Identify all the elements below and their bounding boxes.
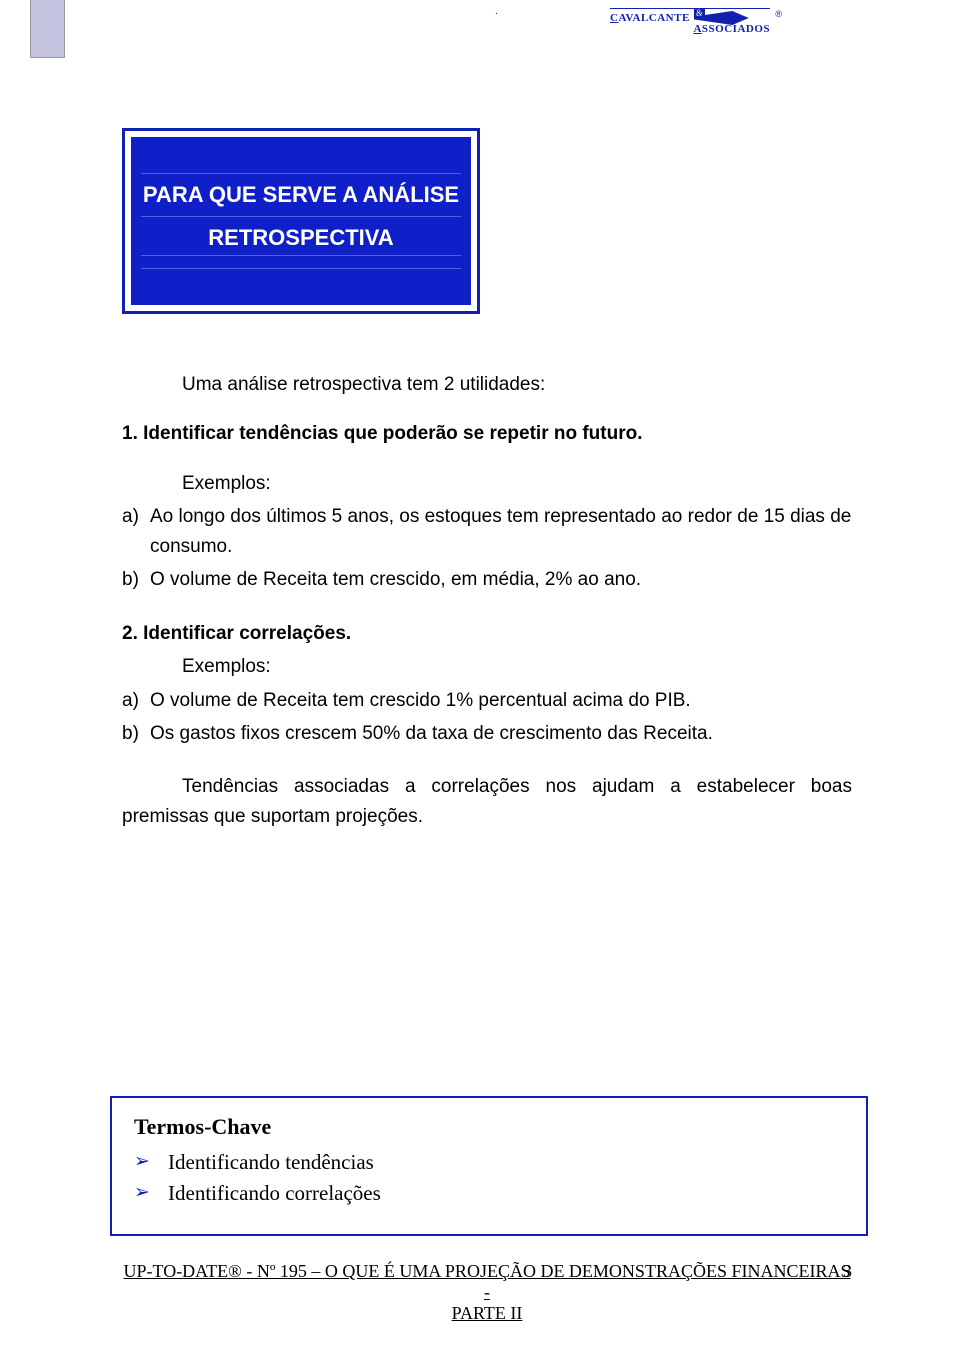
example-2a: a) O volume de Receita tem crescido 1% p… — [122, 686, 852, 715]
footer-line-1: UP-TO-DATE® - Nº 195 – O QUE É UMA PROJE… — [124, 1261, 851, 1302]
key-term-1-text: Identificando tendências — [168, 1150, 374, 1174]
key-terms-box: Termos-Chave ➢ Identificando tendências … — [110, 1096, 868, 1236]
arrow-icon: ➢ — [134, 1150, 150, 1173]
footer-line-2: PARTE II — [452, 1303, 523, 1323]
key-terms-title: Termos-Chave — [134, 1114, 844, 1140]
left-margin-bar — [30, 0, 65, 58]
heading-2: 2. Identificar correlações. — [122, 619, 852, 648]
example-1a-letter: a) — [122, 502, 139, 531]
heading-1-text: Identificar tendências que poderão se re… — [143, 423, 642, 444]
logo-registered-icon: ® — [775, 9, 782, 19]
title-line-2: RETROSPECTIVA — [208, 217, 393, 255]
title-inner: PARA QUE SERVE A ANÁLISE RETROSPECTIVA — [131, 137, 471, 305]
title-line-1: PARA QUE SERVE A ANÁLISE — [143, 174, 459, 216]
example-2b-letter: b) — [122, 719, 139, 748]
body-content: Uma análise retrospectiva tem 2 utilidad… — [122, 370, 852, 851]
example-1b-letter: b) — [122, 565, 139, 594]
heading-2-text: Identificar correlações. — [143, 623, 351, 644]
examples-label-2: Exemplos: — [122, 652, 852, 681]
arrow-icon: ➢ — [134, 1181, 150, 1204]
examples-label-1: Exemplos: — [122, 469, 852, 498]
heading-2-num: 2. — [122, 623, 138, 644]
key-term-2: ➢ Identificando correlações — [134, 1181, 844, 1206]
closing-text: Tendências associadas a correlações nos … — [122, 772, 852, 831]
brand-logo: CAVALCANTE & ® ASSOCIADOS — [610, 8, 770, 35]
example-1b: b) O volume de Receita tem crescido, em … — [122, 565, 852, 594]
example-1b-text: O volume de Receita tem crescido, em méd… — [150, 569, 641, 590]
key-term-1: ➢ Identificando tendências — [134, 1150, 844, 1175]
logo-top-rest: AVALCANTE — [618, 12, 689, 24]
key-term-2-text: Identificando correlações — [168, 1181, 381, 1205]
example-2b-text: Os gastos fixos crescem 50% da taxa de c… — [150, 723, 713, 744]
heading-1: 1. Identificar tendências que poderão se… — [122, 419, 852, 448]
page-footer: UP-TO-DATE® - Nº 195 – O QUE É UMA PROJE… — [122, 1261, 852, 1324]
page-dot: . — [495, 6, 498, 17]
heading-1-num: 1. — [122, 423, 138, 444]
example-1a-text: Ao longo dos últimos 5 anos, os estoques… — [150, 506, 851, 556]
page-number: 3 — [843, 1261, 852, 1282]
intro-text: Uma análise retrospectiva tem 2 utilidad… — [122, 370, 852, 399]
example-1a: a) Ao longo dos últimos 5 anos, os estoq… — [122, 502, 852, 561]
logo-top-text: CAVALCANTE — [610, 12, 690, 24]
example-2a-text: O volume de Receita tem crescido 1% perc… — [150, 690, 691, 711]
example-2b: b) Os gastos fixos crescem 50% da taxa d… — [122, 719, 852, 748]
title-box: PARA QUE SERVE A ANÁLISE RETROSPECTIVA — [122, 128, 480, 314]
example-2a-letter: a) — [122, 686, 139, 715]
